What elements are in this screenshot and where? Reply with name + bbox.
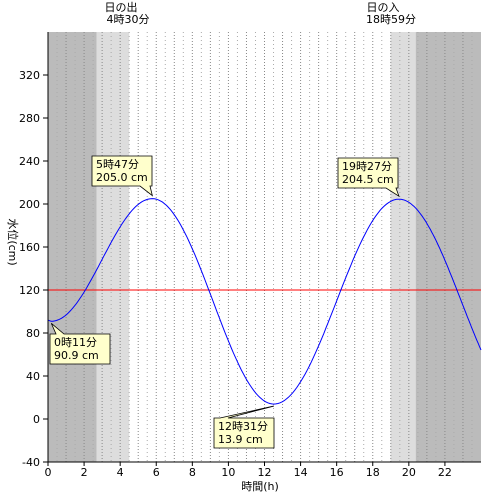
y-axis-title: 水位(cm) (6, 218, 20, 265)
callout-box (213, 405, 275, 449)
sunset-label: 日の入 (367, 1, 400, 14)
tick-labels: -40 0 40 80 120 160 200 240 280 320 0 2 4 6 8 10 12 14 16 1… (19, 69, 452, 479)
callout-box (91, 155, 153, 197)
tide-curve-group (47, 198, 482, 405)
twilight-band-morning (96, 32, 130, 462)
y-tick-label: 160 (19, 241, 40, 254)
y-tick-label: 280 (19, 112, 40, 125)
callout-time: 5時47分 (96, 158, 139, 171)
y-tick-label: 80 (26, 327, 40, 340)
y-tick-label: 40 (26, 370, 40, 383)
x-tick-label: 16 (330, 466, 344, 479)
x-tick-label: 20 (402, 466, 416, 479)
sunrise-label: 日の出 (105, 0, 138, 14)
callout-box (49, 322, 111, 365)
night-band-evening (415, 32, 481, 462)
x-tick-label: 4 (117, 466, 124, 479)
sunset-time: 18時59分 (366, 13, 416, 26)
y-tick-label: 0 (33, 413, 40, 426)
callout-level: 204.5 cm (342, 173, 394, 186)
x-tick-label: 10 (221, 466, 235, 479)
daylight-shading (48, 32, 481, 462)
y-tick-label: 200 (19, 198, 40, 211)
callout-time: 19時27分 (342, 160, 392, 173)
x-tick-label: 6 (153, 466, 160, 479)
sunrise-time: 4時30分 (107, 13, 150, 26)
x-tick-label: 12 (258, 466, 272, 479)
x-tick-label: 22 (438, 466, 452, 479)
x-axis-title: 時間(h) (241, 480, 279, 493)
y-tick-label: 240 (19, 155, 40, 168)
night-band-morning (48, 32, 97, 462)
twilight-band-evening (390, 32, 416, 462)
callout-box (337, 157, 400, 198)
x-tick-label: 18 (366, 466, 380, 479)
x-tick-label: 0 (45, 466, 52, 479)
tide-line (47, 198, 482, 405)
callout-level: 13.9 cm (218, 433, 263, 446)
callout-level: 205.0 cm (96, 171, 148, 184)
y-tick-label: -40 (22, 456, 40, 469)
y-tick-label: 120 (19, 284, 40, 297)
x-tick-label: 14 (294, 466, 308, 479)
callout-time: 0時11分 (54, 336, 97, 349)
callout-time: 12時31分 (218, 420, 268, 433)
x-tick-label: 2 (81, 466, 88, 479)
y-tick-label: 320 (19, 69, 40, 82)
x-tick-label: 8 (189, 466, 196, 479)
callout-level: 90.9 cm (54, 349, 99, 362)
